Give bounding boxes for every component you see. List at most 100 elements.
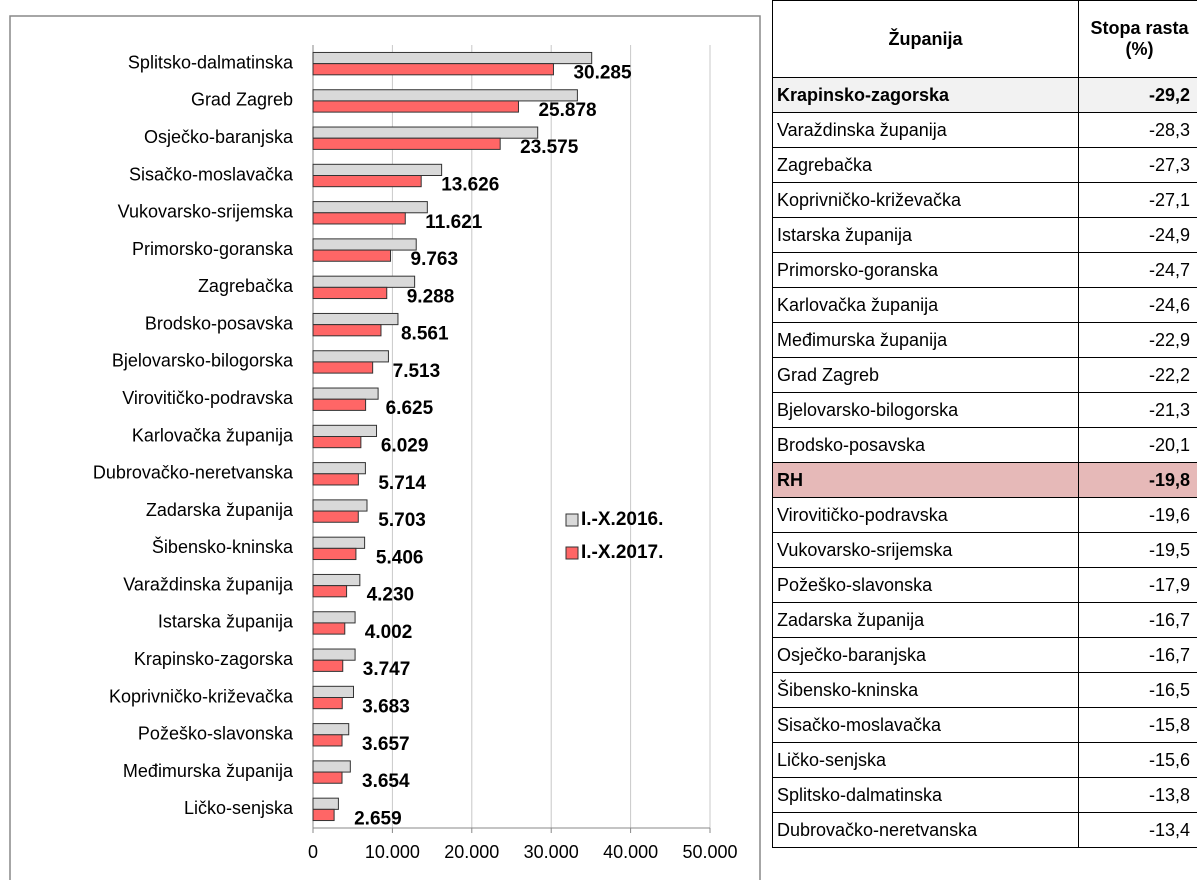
county-cell: Zagrebačka [772,147,1079,183]
county-cell: Primorsko-goranska [772,252,1079,288]
y-tick-label: Koprivničko-križevačka [109,686,294,706]
table-row: Splitsko-dalmatinska -13,8 [772,777,1197,813]
bar [312,63,554,76]
data-label: 3.657 [362,734,410,755]
bar [312,723,350,736]
header-row: Županija Stopa rasta (%) [772,0,1197,78]
data-label: 5.406 [376,547,424,568]
rate-cell: -27,1 [1078,182,1197,218]
rate-cell: -27,3 [1078,147,1197,183]
data-label: 5.703 [378,510,426,531]
y-tick-label: Grad Zagreb [191,90,293,110]
rate-cell: -29,2 [1078,77,1197,113]
county-cell: Splitsko-dalmatinska [772,777,1079,813]
table-row: Ličko-senjska -15,6 [772,742,1197,778]
rate-cell: -22,2 [1078,357,1197,393]
data-label: 4.002 [365,622,413,643]
bar [312,238,417,251]
table-row: Brodsko-posavska -20,1 [772,427,1197,463]
y-tick-label: Sisačko-moslavačka [129,164,294,184]
county-cell: Požeško-slavonska [772,567,1079,603]
bar [312,648,356,661]
rate-cell: -19,6 [1078,497,1197,533]
y-tick-label: Varaždinska županija [123,574,294,594]
rate-cell: -21,3 [1078,392,1197,428]
table-row: Karlovačka županija -24,6 [772,287,1197,323]
table-row: Dubrovačko-neretvanska -13,4 [772,812,1197,848]
bar [312,312,399,326]
x-tick-label: 10.000 [365,842,420,862]
bar [312,201,428,214]
county-cell: Ličko-senjska [772,742,1079,778]
y-tick-label: Krapinsko-zagorska [134,649,294,669]
bar [312,685,354,698]
table-row: RH -19,8 [772,462,1197,498]
chart: 0 10.000 20.000 30.000 40.000 50.000 Splitsko-… [9,15,761,880]
data-label: 4.230 [367,585,415,606]
county-cell: Koprivničko-križevačka [772,182,1079,218]
rate-cell: -16,7 [1078,637,1197,673]
data-label: 5.714 [378,473,426,494]
data-label: 3.683 [362,697,410,718]
rate-cell: -20,1 [1078,427,1197,463]
data-label: 11.621 [425,212,482,233]
data-label: 2.659 [354,808,402,829]
county-cell: Međimurska županija [772,322,1079,358]
table-row: Koprivničko-križevačka -27,1 [772,182,1197,218]
data-label: 23.575 [520,137,579,158]
y-tick-label: Šibensko-kninska [152,536,294,557]
x-tick-label: 20.000 [444,842,499,862]
y-tick-label: Međimurska županija [123,761,294,781]
rate-cell: -13,4 [1078,812,1197,848]
data-label: 13.626 [441,175,499,196]
data-label: 7.513 [393,361,441,382]
rate-cell: -24,6 [1078,287,1197,323]
table-row: Grad Zagreb -22,2 [772,357,1197,393]
x-tick-label: 30.000 [524,842,579,862]
bar [312,398,367,411]
bar [312,547,357,561]
bar [312,797,339,810]
y-tick-label: Zadarska županija [146,500,294,520]
bar [312,51,593,65]
data-label: 3.654 [362,771,410,792]
bar [312,771,343,784]
table-row: Bjelovarsko-bilogorska -21,3 [772,392,1197,428]
y-tick-label: Brodsko-posavska [145,313,294,333]
y-tick-label: Ličko-senjska [184,798,294,818]
y-tick-label: Požeško-slavonska [138,724,294,744]
county-cell: Istarska županija [772,217,1079,253]
x-tick-label: 0 [308,842,318,862]
county-cell: Brodsko-posavska [772,427,1079,463]
rate-cell: -24,9 [1078,217,1197,253]
legend-swatch [565,513,579,527]
county-cell: Osječko-baranjska [772,637,1079,673]
y-tick-label: Splitsko-dalmatinska [128,52,294,72]
bar [312,175,422,188]
x-tick-label: 50.000 [682,842,737,862]
rate-cell: -24,7 [1078,252,1197,288]
table-container: Županija Stopa rasta (%) Krapinsko-zagorsk… [772,0,1197,880]
table-row: Zagrebačka -27,3 [772,147,1197,183]
bar [312,436,362,449]
bar [312,585,348,598]
y-tick-label: Virovitičko-podravska [122,388,294,408]
y-tick-label: Primorsko-goranska [132,239,294,259]
x-tick-label: 40.000 [603,842,658,862]
bar [312,697,343,710]
bar [312,424,378,438]
bar [312,536,366,549]
rate-cell: -22,9 [1078,322,1197,358]
table-row: Osječko-baranjska -16,7 [772,637,1197,673]
y-tick-label: Karlovačka županija [132,425,294,445]
county-cell: RH [772,462,1079,498]
bar [312,659,344,672]
growth-table: Županija Stopa rasta (%) Krapinsko-zagorsk… [772,0,1197,848]
bar [312,249,392,262]
county-cell: Sisačko-moslavačka [772,707,1079,743]
county-cell: Dubrovačko-neretvanska [772,812,1079,848]
header-cell: Stopa rasta (%) [1078,0,1197,78]
data-label: 6.029 [381,436,429,457]
county-cell: Vukovarsko-srijemska [772,532,1079,568]
